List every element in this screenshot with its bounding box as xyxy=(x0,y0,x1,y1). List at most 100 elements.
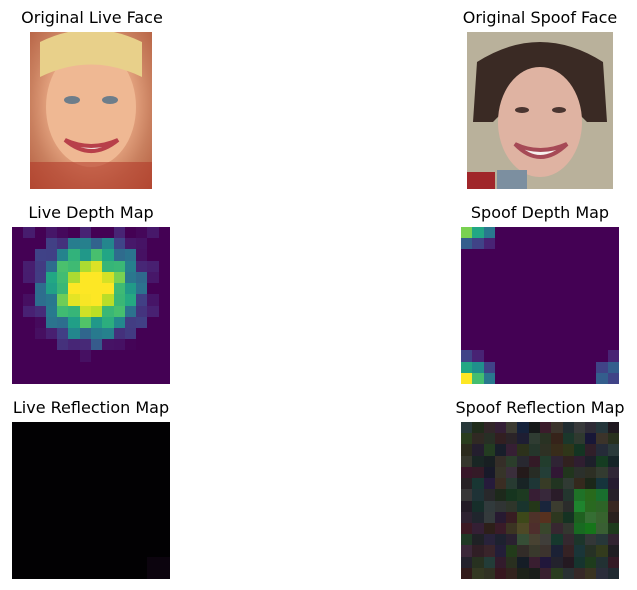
live-reflection-cell xyxy=(124,455,137,467)
spoof-reflection-cell xyxy=(585,433,597,445)
live-reflection-cell xyxy=(124,444,137,456)
live-depth-cell xyxy=(68,372,80,384)
live-reflection-cell xyxy=(113,545,125,557)
spoof-depth-cell xyxy=(506,238,518,250)
live-depth-cell xyxy=(90,361,103,373)
live-reflection-cell xyxy=(12,522,24,535)
spoof-depth-cell xyxy=(517,339,529,351)
live-reflection-cell xyxy=(23,466,35,479)
live-reflection-cell xyxy=(34,567,46,579)
live-depth-cell xyxy=(45,227,58,239)
spoof-reflection-cell xyxy=(596,511,608,523)
spoof-depth-cell xyxy=(551,339,563,351)
live-depth-cell xyxy=(158,327,170,340)
spoof-depth-cell xyxy=(562,283,574,295)
spoof-reflection-cell xyxy=(539,567,552,579)
spoof-reflection-cell xyxy=(539,433,552,445)
spoof-depth-cell xyxy=(517,283,529,295)
live-reflection-cell xyxy=(45,455,58,467)
spoof-reflection-cell xyxy=(607,522,619,535)
spoof-depth-cell xyxy=(539,227,552,239)
live-depth-cell xyxy=(12,372,24,384)
live-reflection-cell xyxy=(68,567,80,579)
live-reflection-cell xyxy=(124,522,137,535)
live-reflection-cell xyxy=(23,522,35,535)
live-depth-cell xyxy=(23,227,35,239)
spoof-depth-cell xyxy=(585,350,597,362)
spoof-reflection-cell xyxy=(472,489,484,501)
spoof-depth-cell xyxy=(585,372,597,384)
spoof-depth-cell xyxy=(528,271,540,284)
live-reflection-cell xyxy=(147,534,159,546)
live-reflection-cell xyxy=(147,455,159,467)
live-reflection-cell xyxy=(45,466,58,479)
spoof-reflection-cell xyxy=(596,500,608,512)
live-reflection-cell xyxy=(136,478,148,490)
live-depth-cell xyxy=(136,339,148,351)
spoof-reflection-cell xyxy=(573,556,586,568)
spoof-reflection-cell xyxy=(506,511,518,523)
spoof-reflection-cell xyxy=(517,545,529,557)
spoof-depth-cell xyxy=(585,305,597,317)
spoof-depth-cell xyxy=(607,350,619,362)
live-depth-cell xyxy=(45,283,58,295)
live-depth-cell xyxy=(68,271,80,284)
live-reflection-cell xyxy=(12,422,24,434)
live-depth-cell xyxy=(113,294,125,306)
spoof-depth-cell xyxy=(483,361,495,373)
live-depth-cell xyxy=(12,361,24,373)
spoof-depth-cell xyxy=(528,316,540,328)
live-reflection-cell xyxy=(45,556,58,568)
live-reflection-cell xyxy=(45,567,58,579)
spoof-reflection-cell xyxy=(472,556,484,568)
spoof-depth-cell xyxy=(551,294,563,306)
live-reflection-cell xyxy=(57,511,69,523)
spoof-reflection-cell xyxy=(607,455,619,467)
spoof-depth-cell xyxy=(573,294,586,306)
live-reflection-cell xyxy=(57,466,69,479)
spoof-depth-cell xyxy=(494,316,507,328)
live-reflection-cell xyxy=(23,489,35,501)
spoof-depth-cell xyxy=(494,305,507,317)
live-reflection-cell xyxy=(136,545,148,557)
live-depth-cell xyxy=(136,283,148,295)
live-reflection-cell xyxy=(124,478,137,490)
live-depth-cell xyxy=(68,316,80,328)
spoof-depth-cell xyxy=(472,361,484,373)
spoof-reflection-cell xyxy=(539,556,552,568)
spoof-depth-cell xyxy=(596,238,608,250)
spoof-depth-cell xyxy=(607,260,619,272)
spoof-reflection-cell xyxy=(596,545,608,557)
spoof-reflection-cell xyxy=(506,455,518,467)
spoof-reflection-cell xyxy=(562,444,574,456)
title-spoof-reflection-map: Spoof Reflection Map xyxy=(455,398,625,417)
live-reflection-cell xyxy=(113,489,125,501)
spoof-reflection-cell xyxy=(472,455,484,467)
spoof-depth-cell xyxy=(517,249,529,261)
spoof-reflection-cell xyxy=(483,433,495,445)
spoof-depth-cell xyxy=(573,238,586,250)
spoof-depth-cell xyxy=(472,327,484,340)
live-reflection-cell xyxy=(90,455,103,467)
live-reflection-cell xyxy=(102,466,114,479)
live-depth-cell xyxy=(79,339,91,351)
spoof-depth-cell xyxy=(472,305,484,317)
live-reflection-cell xyxy=(102,478,114,490)
spoof-reflection-cell xyxy=(562,522,574,535)
live-reflection-cell xyxy=(102,433,114,445)
live-reflection-cell xyxy=(57,455,69,467)
spoof-depth-cell xyxy=(517,271,529,284)
spoof-reflection-cell xyxy=(585,478,597,490)
live-depth-cell xyxy=(45,305,58,317)
live-reflection-cell xyxy=(57,534,69,546)
live-reflection-cell xyxy=(57,433,69,445)
live-reflection-cell xyxy=(102,567,114,579)
live-reflection-cell xyxy=(124,534,137,546)
live-depth-cell xyxy=(45,271,58,284)
live-reflection-cell xyxy=(79,455,91,467)
spoof-depth-cell xyxy=(494,339,507,351)
spoof-depth-cell xyxy=(573,249,586,261)
spoof-depth-cell xyxy=(506,350,518,362)
live-reflection-cell xyxy=(136,534,148,546)
live-depth-cell xyxy=(79,271,91,284)
